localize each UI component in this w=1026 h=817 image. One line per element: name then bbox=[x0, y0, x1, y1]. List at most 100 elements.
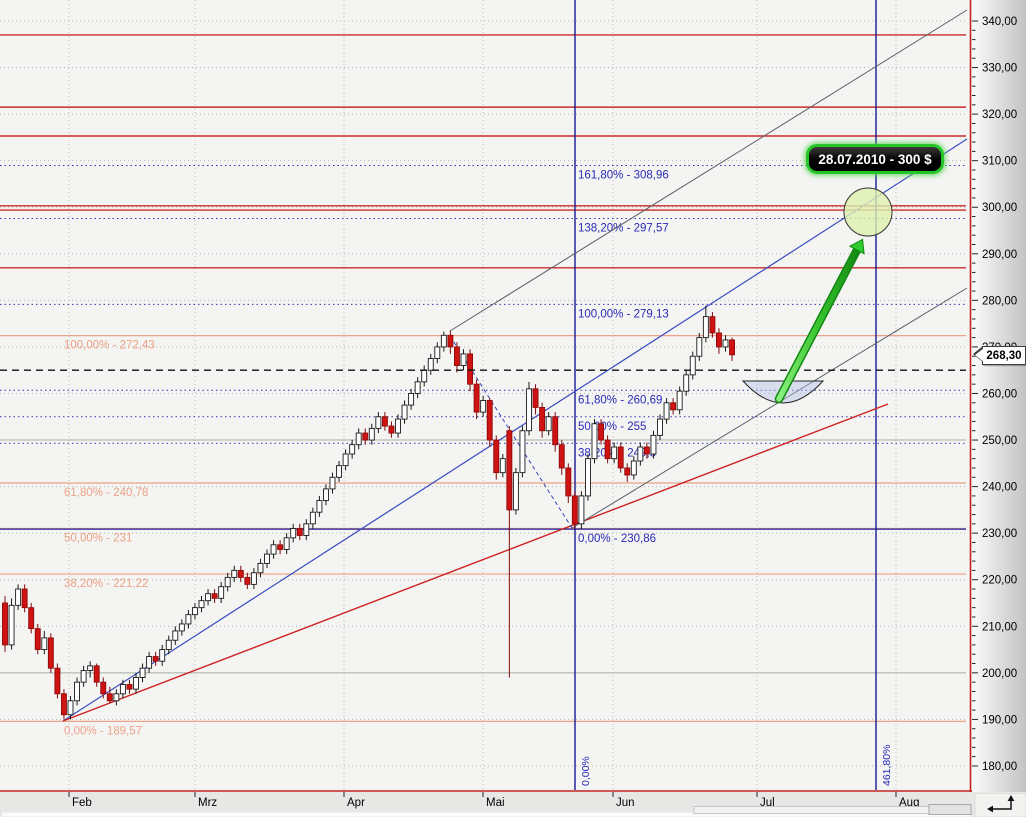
candle-body[interactable] bbox=[342, 453, 349, 467]
candle-body[interactable] bbox=[532, 388, 539, 408]
candle-body[interactable] bbox=[296, 528, 303, 536]
time-axis[interactable]: Feb Mrz Apr Mai Jun Jul Aug bbox=[68, 792, 919, 809]
candle-body[interactable] bbox=[8, 604, 15, 646]
candle-body[interactable] bbox=[250, 572, 257, 585]
candle-body[interactable] bbox=[702, 316, 709, 339]
candle-body[interactable] bbox=[552, 416, 559, 446]
candle-body[interactable] bbox=[467, 353, 473, 385]
candle-body[interactable] bbox=[709, 316, 716, 334]
candle-body[interactable] bbox=[663, 402, 670, 420]
candle-body[interactable] bbox=[329, 476, 336, 490]
candle-body[interactable] bbox=[237, 569, 244, 578]
candle-body[interactable] bbox=[558, 444, 565, 469]
candle-body[interactable] bbox=[178, 623, 185, 632]
candle-body[interactable] bbox=[80, 670, 87, 683]
candle-body[interactable] bbox=[283, 537, 290, 550]
candle-body[interactable] bbox=[657, 418, 663, 436]
price-target-badge[interactable]: 28.07.2010 - 300 $ bbox=[806, 144, 944, 174]
candle-body[interactable] bbox=[578, 495, 585, 525]
candle-body[interactable] bbox=[34, 628, 41, 651]
candle-body[interactable] bbox=[729, 339, 735, 356]
candle-body[interactable] bbox=[526, 388, 532, 432]
candle-body[interactable] bbox=[205, 593, 212, 602]
candle-body[interactable] bbox=[185, 614, 192, 625]
candle-body[interactable] bbox=[689, 355, 696, 376]
blue-uptrend-line[interactable] bbox=[62, 138, 968, 722]
candle-body[interactable] bbox=[67, 700, 74, 716]
candle-body[interactable] bbox=[309, 511, 316, 525]
candle-body[interactable] bbox=[191, 607, 198, 616]
candle-body[interactable] bbox=[270, 544, 277, 555]
candle-body[interactable] bbox=[381, 416, 388, 427]
candle-body[interactable] bbox=[336, 465, 342, 478]
candle-body[interactable] bbox=[362, 432, 369, 441]
candle-body[interactable] bbox=[172, 630, 179, 641]
candle-body[interactable] bbox=[47, 637, 54, 669]
gray-trend-line-lower[interactable] bbox=[571, 287, 968, 529]
candle-body[interactable] bbox=[591, 423, 598, 460]
candle-body[interactable] bbox=[617, 446, 624, 469]
candle-body[interactable] bbox=[303, 523, 310, 536]
candle-body[interactable] bbox=[427, 358, 434, 371]
candle-body[interactable] bbox=[434, 346, 441, 360]
candle-body[interactable] bbox=[375, 416, 382, 429]
candle-body[interactable] bbox=[716, 332, 722, 348]
candle-body[interactable] bbox=[440, 334, 447, 348]
candle-body[interactable] bbox=[637, 446, 644, 462]
candle-body[interactable] bbox=[355, 432, 362, 446]
candle-body[interactable] bbox=[74, 681, 81, 702]
candle-body[interactable] bbox=[408, 393, 415, 406]
candle-body[interactable] bbox=[611, 446, 618, 460]
candle-body[interactable] bbox=[499, 458, 506, 474]
candle-body[interactable] bbox=[454, 346, 460, 366]
candle-body[interactable] bbox=[146, 656, 153, 669]
candle-body[interactable] bbox=[650, 434, 657, 455]
candle-body[interactable] bbox=[630, 460, 637, 476]
candle-body[interactable] bbox=[28, 607, 35, 630]
candle-body[interactable] bbox=[643, 446, 650, 455]
candle-body[interactable] bbox=[264, 553, 270, 564]
candle-body[interactable] bbox=[54, 667, 61, 695]
candle-body[interactable] bbox=[100, 681, 107, 695]
candle-body[interactable] bbox=[15, 588, 22, 606]
candle-body[interactable] bbox=[323, 488, 329, 502]
candle-body[interactable] bbox=[519, 430, 526, 474]
candle-series[interactable] bbox=[2, 305, 735, 720]
candle-body[interactable] bbox=[119, 684, 126, 695]
candle-body[interactable] bbox=[585, 458, 591, 497]
candle-body[interactable] bbox=[133, 677, 139, 690]
target-circle[interactable] bbox=[843, 187, 893, 237]
candle-body[interactable] bbox=[486, 400, 493, 441]
candle-body[interactable] bbox=[224, 576, 231, 588]
candle-body[interactable] bbox=[683, 374, 690, 392]
candle-body[interactable] bbox=[447, 334, 454, 348]
candle-body[interactable] bbox=[244, 576, 251, 585]
red-uptrend-line[interactable] bbox=[62, 403, 889, 722]
candle-body[interactable] bbox=[2, 602, 8, 646]
candle-body[interactable] bbox=[139, 667, 146, 678]
candle-body[interactable] bbox=[571, 495, 578, 525]
candle-body[interactable] bbox=[493, 439, 500, 474]
candle-body[interactable] bbox=[106, 693, 113, 702]
price-axis[interactable]: 340,00 330,00 320,00 310,00 300,00 290,00 280,… bbox=[972, 16, 1017, 773]
candle-body[interactable] bbox=[61, 693, 67, 716]
candle-body[interactable] bbox=[165, 639, 172, 651]
candle-body[interactable] bbox=[290, 528, 297, 539]
green-arrow-shaft[interactable] bbox=[776, 247, 860, 402]
gray-support-lines[interactable] bbox=[0, 439, 966, 674]
candle-body[interactable] bbox=[676, 390, 683, 411]
candle-body[interactable] bbox=[126, 684, 133, 690]
gray-trend-line-upper[interactable] bbox=[449, 9, 968, 332]
candle-body[interactable] bbox=[460, 353, 467, 366]
candle-body[interactable] bbox=[211, 593, 218, 599]
candle-body[interactable] bbox=[159, 649, 166, 662]
candle-body[interactable] bbox=[113, 693, 120, 702]
candle-body[interactable] bbox=[506, 430, 513, 511]
candle-body[interactable] bbox=[604, 439, 611, 460]
candle-body[interactable] bbox=[539, 406, 546, 432]
red-resistance-lines[interactable] bbox=[0, 34, 966, 269]
candle-body[interactable] bbox=[414, 381, 421, 394]
candle-body[interactable] bbox=[87, 665, 94, 671]
candle-body[interactable] bbox=[545, 416, 552, 432]
fibonacci-time-verticals[interactable]: 0,00% 461,80% bbox=[574, 0, 893, 790]
